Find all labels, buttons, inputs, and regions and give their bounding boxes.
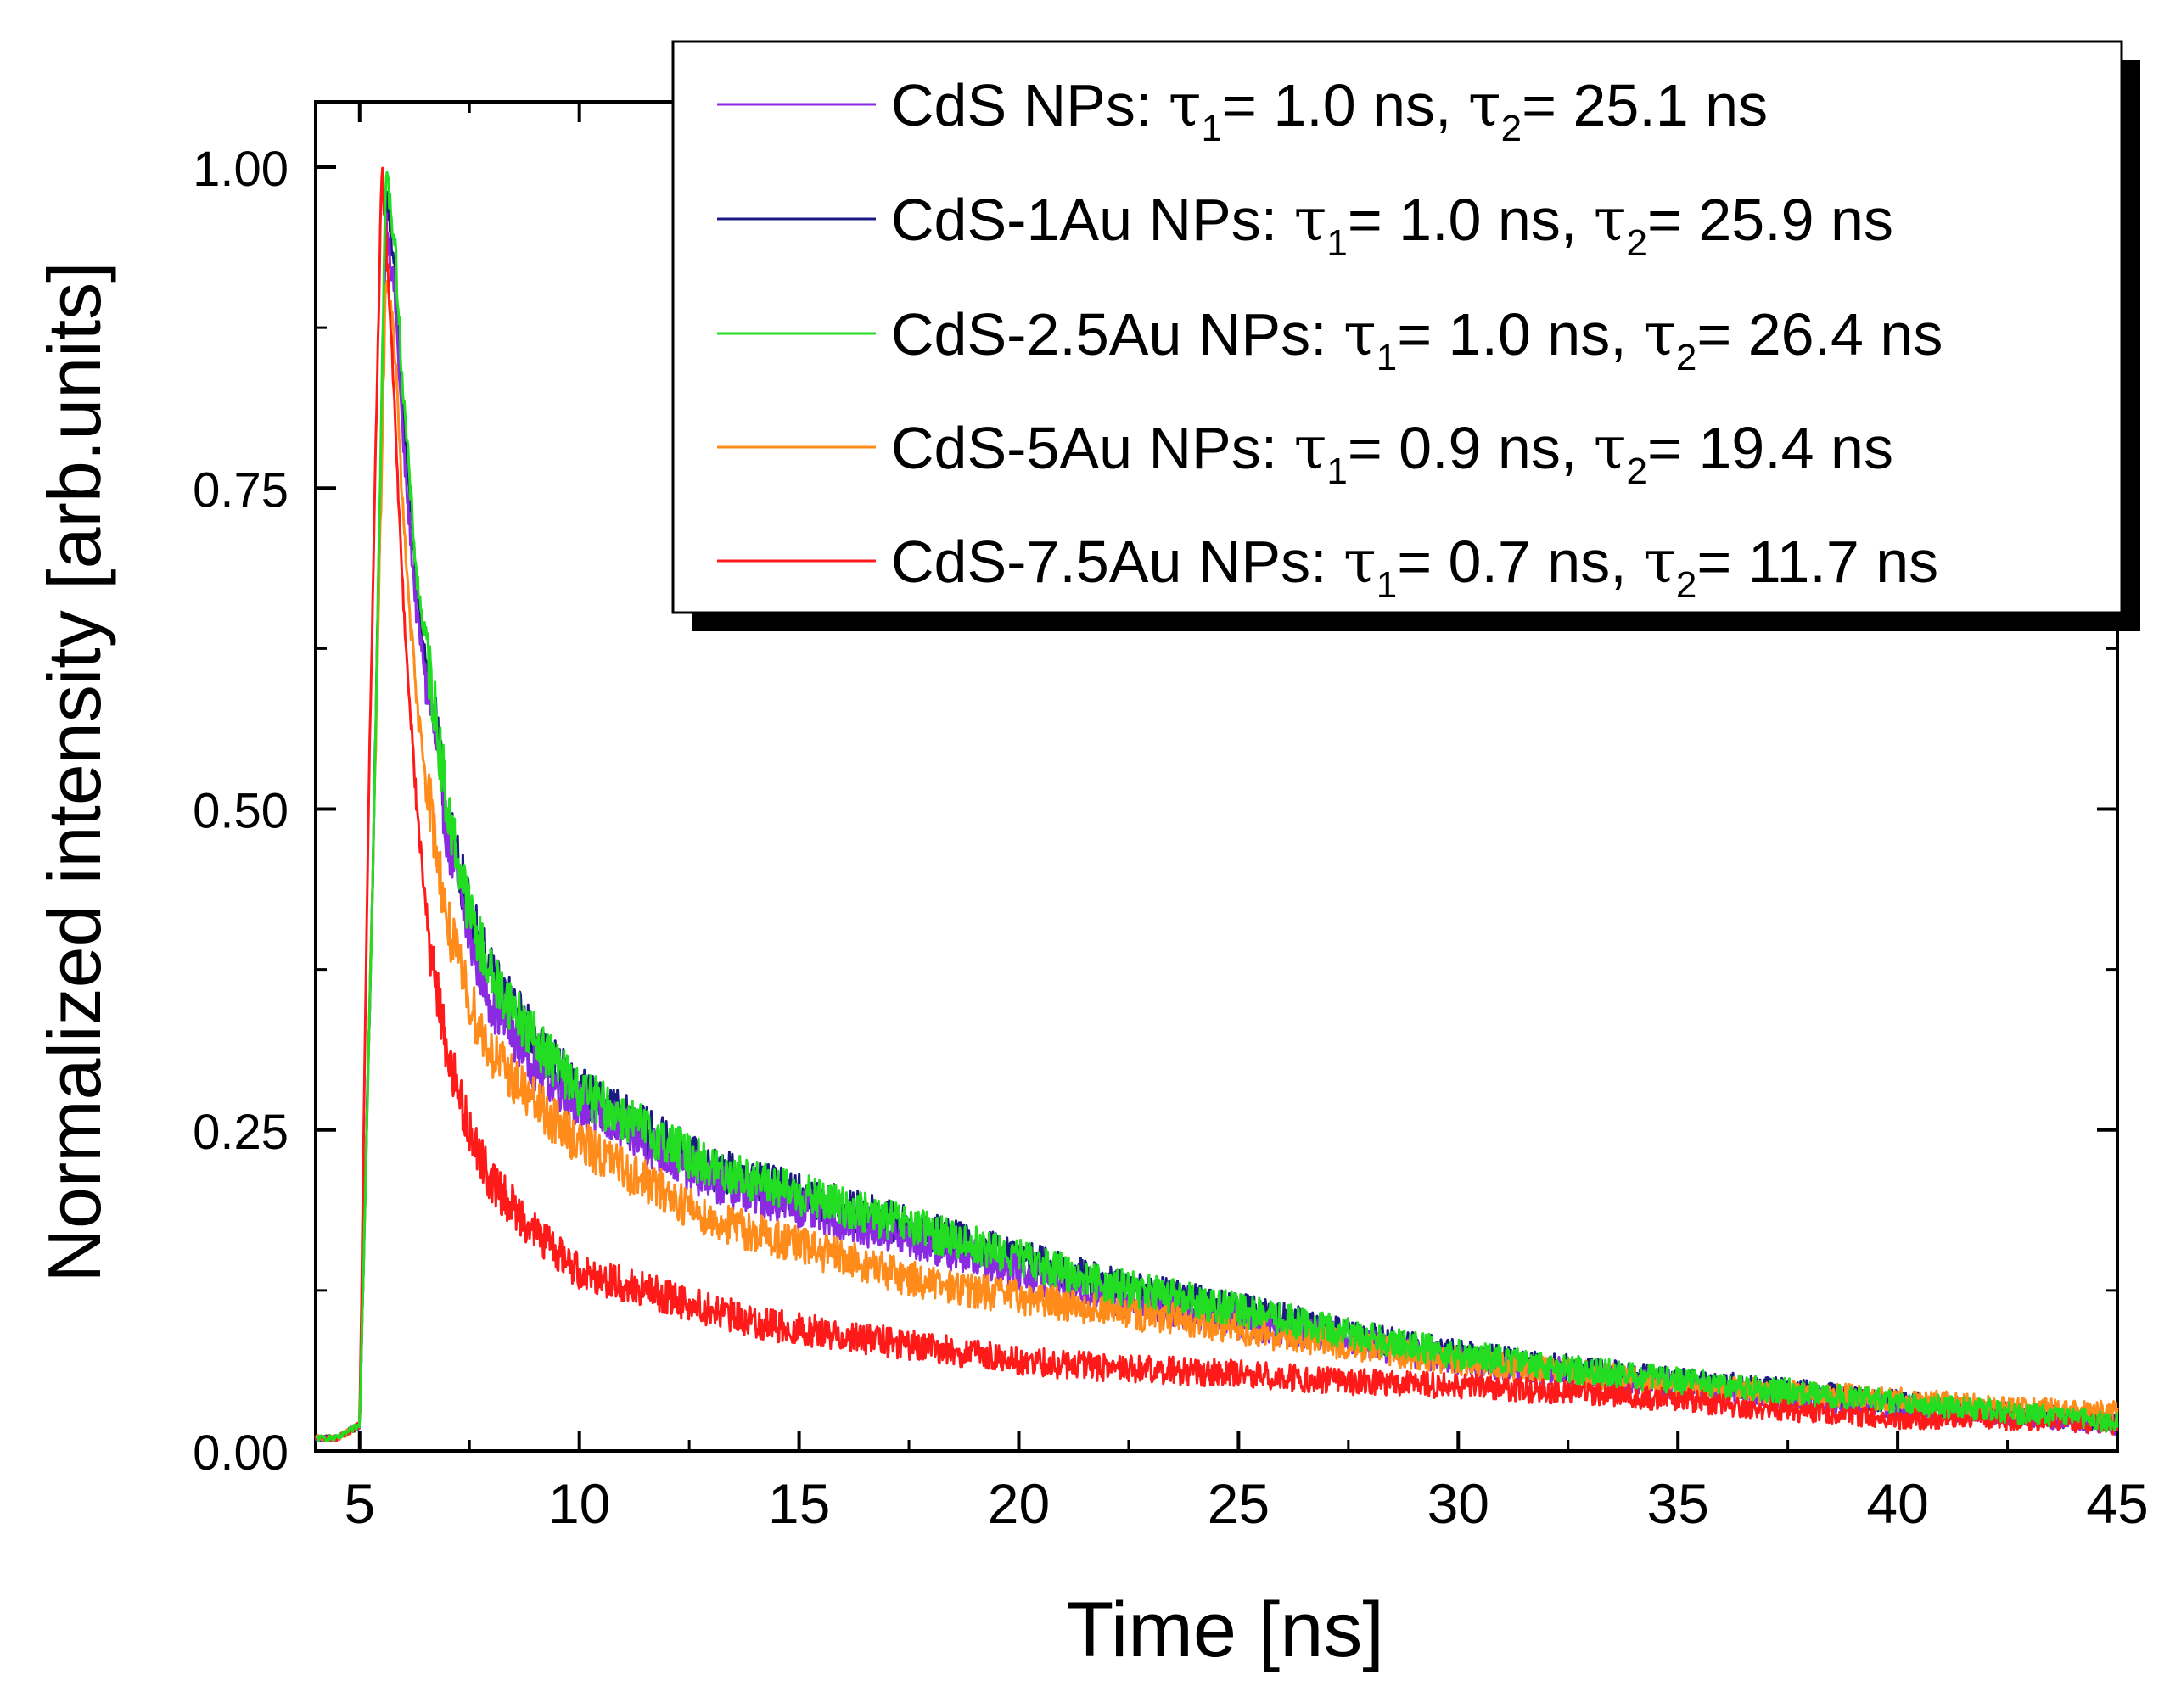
legend-tau-value: 1.0 ns [1399, 187, 1561, 253]
legend-series-name: CdS-7.5Au NPs: [891, 529, 1343, 595]
x-tick-label: 15 [768, 1472, 830, 1535]
legend-tau-value: 1.0 ns [1449, 301, 1611, 367]
y-axis-label: Normalized intensity [arb.units] [32, 261, 116, 1282]
legend-tau-value: 0.9 ns [1399, 415, 1561, 481]
x-tick-label: 20 [988, 1472, 1050, 1535]
legend-box [671, 40, 2123, 614]
y-tick-label: 0.00 [193, 1425, 289, 1481]
y-tick-label: 0.50 [193, 784, 289, 839]
legend-tau-value: 11.7 ns [1748, 529, 1938, 595]
legend-tau-value: 26.4 ns [1748, 301, 1943, 367]
legend-tau-value: 25.1 ns [1573, 72, 1768, 138]
x-tick-label: 45 [2086, 1472, 2148, 1535]
series-line-2 [315, 171, 2119, 1442]
x-tick-label: 25 [1208, 1472, 1270, 1535]
legend-label: CdS-5Au NPs: τ1= 0.9 ns, τ2= 19.4 ns [891, 413, 1893, 492]
y-tick-label: 0.75 [193, 462, 289, 518]
legend-label: CdS-1Au NPs: τ1= 1.0 ns, τ2= 25.9 ns [891, 185, 1893, 264]
legend-series-name: CdS-5Au NPs: [891, 415, 1294, 481]
legend-tau-value: 0.7 ns [1449, 529, 1611, 595]
legend-label: CdS-7.5Au NPs: τ1= 0.7 ns, τ2= 11.7 ns [891, 527, 1938, 606]
x-tick-label: 40 [1866, 1472, 1928, 1535]
legend-tau-value: 1.0 ns [1273, 72, 1435, 138]
legend-tau-value: 25.9 ns [1698, 187, 1893, 253]
x-tick-label: 30 [1427, 1472, 1489, 1535]
legend-series-name: CdS NPs: [891, 72, 1169, 138]
x-axis-label: Time [ns] [1066, 1587, 1384, 1673]
legend-tau-value: 19.4 ns [1698, 415, 1893, 481]
legend-label: CdS-2.5Au NPs: τ1= 1.0 ns, τ2= 26.4 ns [891, 300, 1943, 378]
x-tick-label: 5 [344, 1472, 375, 1535]
legend-label: CdS NPs: τ1= 1.0 ns, τ2= 25.1 ns [891, 70, 1768, 149]
y-tick-label: 1.00 [193, 142, 289, 197]
x-tick-label: 35 [1646, 1472, 1708, 1535]
legend-series-name: CdS-1Au NPs: [891, 187, 1294, 253]
legend-series-name: CdS-2.5Au NPs: [891, 301, 1343, 367]
x-tick-label: 10 [548, 1472, 610, 1535]
y-tick-label: 0.25 [193, 1105, 289, 1160]
